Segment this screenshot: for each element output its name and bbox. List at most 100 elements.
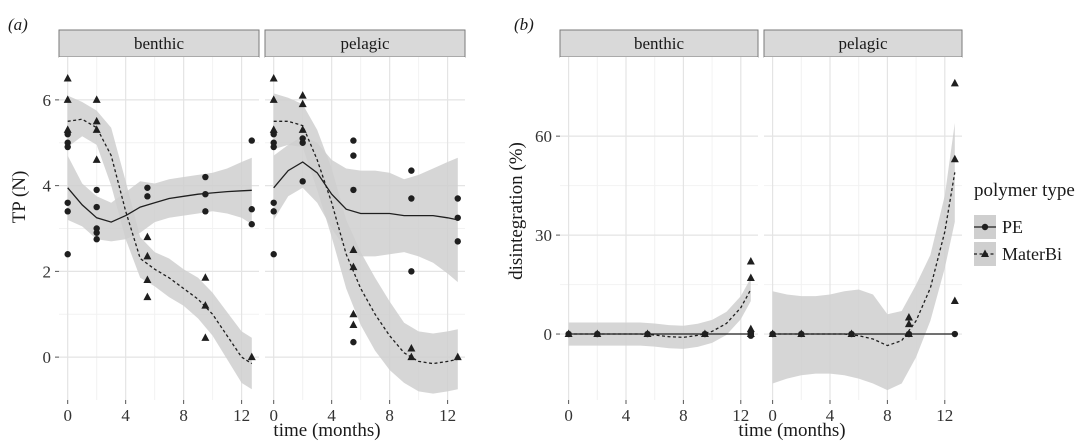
chart-b: (b)disintegration (%)time (months)03060b… (506, 15, 963, 441)
y-tick-label: 0 (43, 348, 52, 367)
x-tick-label: 8 (679, 406, 688, 425)
point-pe (270, 251, 277, 258)
facet-strip (58, 29, 260, 58)
x-tick-label: 8 (385, 406, 394, 425)
point-materbi (407, 352, 416, 361)
point-pe (93, 186, 100, 194)
point-materbi (797, 329, 806, 338)
x-tick-label: 4 (826, 406, 835, 425)
point-pe (408, 167, 415, 174)
legend-title: polymer type (974, 180, 1075, 201)
panel-tag: (a) (8, 15, 28, 34)
point-materbi (593, 329, 602, 338)
point-materbi (564, 329, 573, 338)
facet-panel-pelagic: pelagic 0 4 8 12 (763, 29, 963, 425)
point-pe (408, 195, 415, 202)
point-pe (270, 208, 277, 215)
facet-strip-label: pelagic (340, 34, 390, 53)
point-materbi (298, 99, 307, 108)
point-materbi (247, 352, 256, 361)
point-materbi (950, 296, 959, 305)
point-pe (144, 184, 151, 191)
point-materbi (92, 155, 101, 163)
facet-strip-label: benthic (634, 34, 684, 53)
x-tick-label: 12 (732, 406, 749, 425)
point-materbi (298, 125, 307, 133)
point-materbi (63, 95, 72, 103)
point-materbi (269, 125, 278, 133)
point-materbi (643, 329, 652, 338)
point-pe (64, 251, 71, 258)
point-pe (248, 206, 255, 213)
point-materbi (143, 292, 152, 301)
fit-line-materbi (772, 172, 956, 347)
point-materbi (950, 154, 959, 163)
plot-content (63, 73, 256, 390)
point-materbi (349, 262, 358, 271)
x-tick-label: 4 (121, 406, 130, 425)
y-tick-label: 2 (43, 262, 52, 281)
x-tick-label: 0 (768, 406, 777, 425)
plot-content (768, 78, 959, 391)
y-axis-title: TP (N) (9, 171, 30, 224)
facet-panel-benthic: benthic 0 4 8 12 (559, 29, 759, 425)
facet-strip (559, 29, 759, 58)
legend: polymer type PE MaterBi (974, 180, 1075, 266)
point-materbi (143, 275, 152, 283)
point-materbi (453, 352, 462, 361)
x-tick-label: 4 (622, 406, 631, 425)
x-axis-title: time (months) (738, 420, 845, 441)
facet-strip (763, 29, 963, 58)
point-materbi (143, 251, 152, 260)
point-materbi (201, 301, 210, 309)
point-pe (270, 199, 277, 206)
point-pe (454, 214, 461, 221)
x-tick-label: 12 (439, 406, 456, 425)
confidence-ribbon-materbi (67, 95, 252, 390)
point-materbi (746, 324, 755, 333)
point-materbi (407, 344, 416, 352)
point-pe (248, 221, 255, 228)
point-pe (350, 186, 357, 194)
point-materbi (63, 73, 72, 82)
point-pe (454, 195, 461, 202)
point-materbi (349, 320, 358, 328)
point-pe (454, 238, 461, 245)
confidence-ribbon-materbi (273, 93, 458, 394)
point-materbi (201, 273, 210, 281)
panel-tag: (b) (514, 15, 534, 34)
fit-line-materbi (67, 118, 253, 365)
point-materbi (92, 116, 101, 125)
facet-strip (264, 29, 466, 58)
y-axis-title: disintegration (%) (506, 142, 527, 280)
point-materbi (904, 319, 913, 328)
facet-strip-label: pelagic (838, 34, 888, 53)
fit-line-pe (67, 187, 252, 223)
point-pe (350, 338, 357, 346)
facet-panel-pelagic: pelagic 0 4 8 12 (264, 29, 466, 425)
x-tick-label: 8 (179, 406, 188, 425)
point-materbi (768, 329, 777, 338)
point-pe (93, 236, 100, 243)
point-materbi (63, 125, 72, 133)
point-pe (64, 208, 71, 215)
point-materbi (847, 329, 856, 338)
point-pe (408, 268, 415, 275)
facet-strip-label: benthic (134, 34, 184, 53)
legend-label-materbi: MaterBi (1002, 244, 1062, 264)
point-pe (64, 199, 71, 206)
point-pe (299, 178, 306, 185)
point-materbi (700, 329, 709, 338)
x-axis-title: time (months) (273, 420, 380, 441)
legend-label-pe: PE (1002, 217, 1023, 237)
point-pe (951, 330, 959, 338)
x-tick-label: 0 (269, 406, 278, 425)
point-materbi (92, 95, 101, 103)
point-pe (93, 203, 100, 211)
point-materbi (92, 125, 101, 133)
y-tick-label: 4 (43, 177, 52, 196)
y-tick-label: 0 (544, 325, 553, 344)
y-tick-label: 60 (535, 127, 552, 146)
